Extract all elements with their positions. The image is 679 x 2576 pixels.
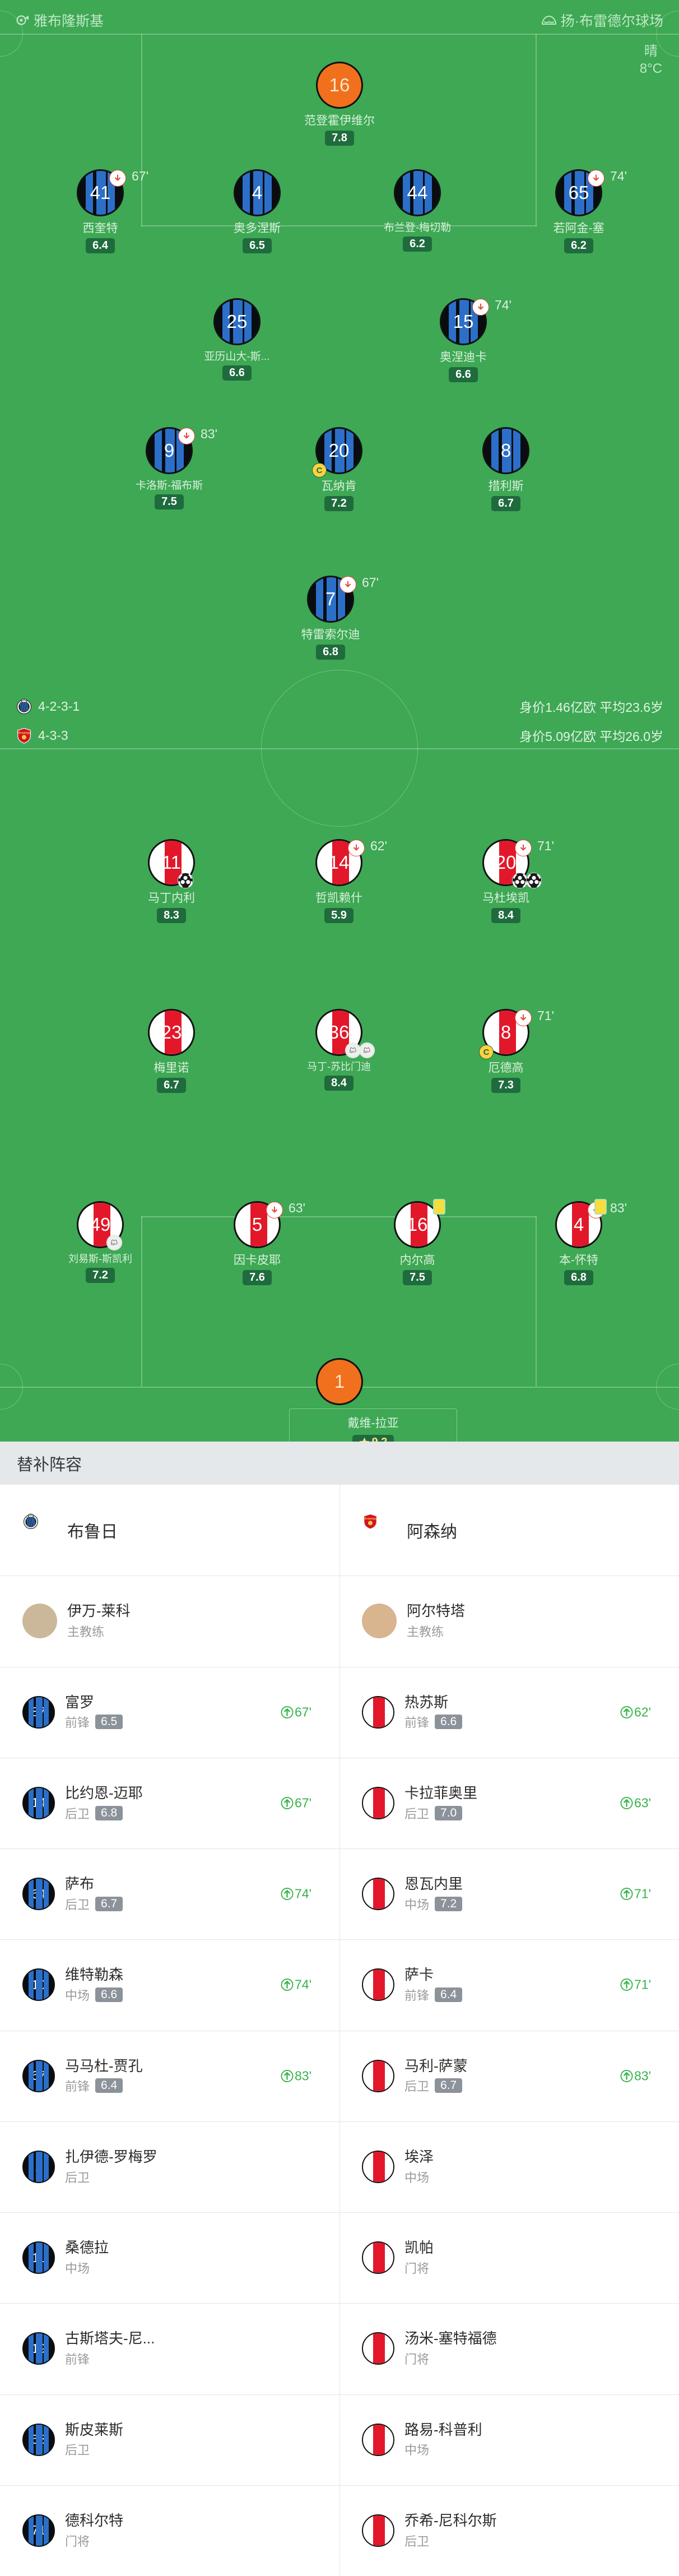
svg-text:Arsenal: Arsenal <box>363 1517 376 1521</box>
svg-text:Arsenal: Arsenal <box>17 731 30 735</box>
